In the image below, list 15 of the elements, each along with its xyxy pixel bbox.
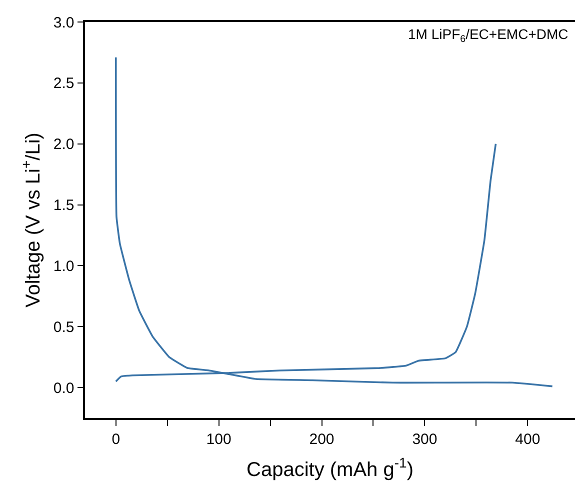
y-tick-label: 2.5: [53, 75, 74, 92]
y-tick-label: 1.0: [53, 258, 74, 275]
y-tick-label: 0.0: [53, 380, 74, 397]
x-tick-label: 200: [309, 430, 334, 448]
x-tick-label: 300: [412, 430, 438, 448]
x-axis-title: Capacity (mAh g$^{-1}$): [246, 454, 414, 481]
y-tick-label: 0.5: [53, 318, 74, 336]
y-tick-label: 2.0: [53, 136, 74, 154]
x-tick-label: 0: [112, 430, 120, 448]
y-tick-label: 3.0: [53, 14, 74, 32]
line-series: [114, 56, 554, 388]
x-tick-label: 100: [206, 430, 232, 448]
annotation: 1M LiPF$_{6}$/EC+EMC+DMC: [408, 26, 568, 45]
y-tick-label: 1.5: [53, 197, 74, 214]
x-tick-label: 400: [515, 430, 540, 448]
